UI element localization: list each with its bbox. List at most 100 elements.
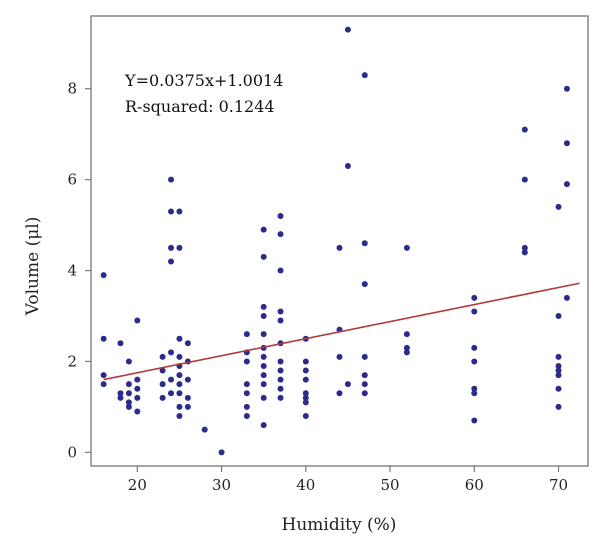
data-point [521,244,528,251]
data-point [555,372,562,379]
data-point [471,390,478,397]
data-point [277,231,284,238]
data-point [159,381,166,388]
data-point [361,240,368,247]
data-point [555,363,562,369]
x-tick-label: 60 [465,476,484,494]
trendline [103,282,580,381]
data-point [201,426,208,433]
r-squared-label: R-squared: 0.1244 [125,97,275,116]
data-point [260,363,267,369]
data-point [260,313,267,319]
data-point [403,331,410,338]
data-point [521,126,528,133]
regression-equation: Y=0.0375x+1.0014 [124,71,283,90]
y-tick-label: 6 [67,171,77,189]
data-point [125,390,132,397]
data-point [100,372,107,379]
data-point [184,376,191,383]
data-point [361,381,368,388]
data-point [277,385,284,392]
data-point [176,372,183,379]
data-point [302,390,309,397]
data-point [260,353,267,360]
data-point [471,358,478,365]
data-point [555,403,562,410]
data-point [563,181,570,188]
data-point [176,403,183,410]
data-point [555,203,562,210]
data-point [100,272,107,279]
data-point [336,244,343,251]
data-point [260,303,267,310]
data-point [134,317,141,324]
data-point [168,390,175,397]
data-point [260,381,267,388]
x-tick-label: 40 [296,476,315,494]
data-point [555,353,562,360]
data-point [260,331,267,338]
y-tick-label: 2 [67,352,77,370]
data-point [521,249,528,256]
data-point [168,376,175,383]
data-point [125,399,132,406]
data-point [117,340,124,347]
data-point [176,208,183,215]
data-point [168,208,175,215]
data-point [555,385,562,392]
data-point [168,176,175,183]
data-point [176,390,183,397]
data-point [302,358,309,365]
x-tick-label: 50 [380,476,399,494]
y-tick-label: 4 [67,262,77,280]
data-point [344,381,351,388]
data-point [302,399,309,406]
data-point [555,367,562,374]
data-point [260,372,267,379]
data-point [159,353,166,360]
data-point [361,372,368,379]
data-point [277,394,284,401]
y-tick-label: 0 [67,443,77,461]
data-point [243,381,250,388]
data-point [344,163,351,169]
data-point [521,176,528,183]
data-point [100,335,107,342]
data-point [159,394,166,401]
data-point [117,390,124,397]
data-point [361,390,368,397]
data-point [125,358,132,365]
data-point [134,394,141,401]
data-point [361,353,368,360]
data-point [336,390,343,397]
data-point [134,408,141,415]
data-point [184,394,191,401]
data-point [471,294,478,301]
plot-area-frame [90,15,589,467]
data-point [243,403,250,410]
data-point [260,422,267,429]
x-axis-title: Humidity (%) [282,515,397,535]
data-point [243,390,250,397]
data-point [277,267,284,274]
data-point [176,413,183,419]
data-point [184,340,191,347]
data-point [260,253,267,260]
data-point [159,367,166,374]
data-point [403,244,410,251]
data-point [176,244,183,251]
data-point [563,85,570,92]
x-tick-label: 30 [212,476,231,494]
data-point [243,331,250,338]
data-point [471,344,478,351]
data-point [361,281,368,288]
data-point [168,349,175,356]
data-point [302,376,309,383]
data-point [277,213,284,219]
data-point [277,308,284,315]
data-point [168,258,175,265]
data-point [336,353,343,360]
data-point [403,344,410,351]
data-point [176,381,183,388]
y-tick-label: 8 [67,80,77,98]
